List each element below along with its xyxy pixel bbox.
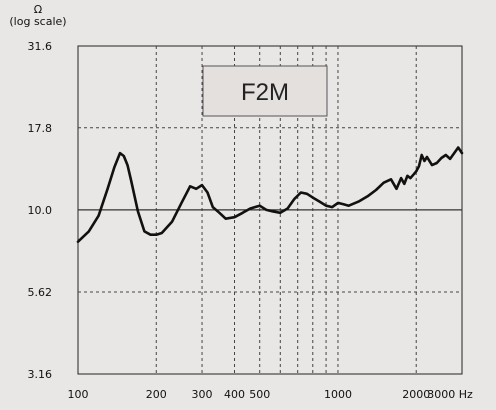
y-tick-label: 10.0: [28, 204, 53, 217]
x-tick-label: 2000: [402, 388, 430, 401]
x-tick-label: 1000: [324, 388, 352, 401]
x-tick-label: 500: [249, 388, 270, 401]
y-axis-scale-label: (log scale): [9, 15, 66, 28]
impedance-curve: [76, 146, 464, 243]
series-layer: [76, 146, 464, 243]
y-tick-labels: 31.6 17.8 10.0 5.62 3.16: [28, 40, 53, 381]
x-tick-label: 400: [224, 388, 245, 401]
chart-title: F2M: [241, 79, 289, 106]
x-tick-label: 3000 Hz: [427, 388, 473, 401]
y-tick-label: 17.8: [28, 122, 53, 135]
x-tick-label: 200: [146, 388, 167, 401]
x-tick-label: 100: [68, 388, 89, 401]
y-tick-label: 3.16: [28, 368, 53, 381]
title-box: [202, 65, 328, 117]
y-tick-label: 5.62: [28, 286, 53, 299]
y-tick-label: 31.6: [28, 40, 53, 53]
y-axis-label: Ω: [34, 3, 42, 16]
x-tick-label: 300: [192, 388, 213, 401]
